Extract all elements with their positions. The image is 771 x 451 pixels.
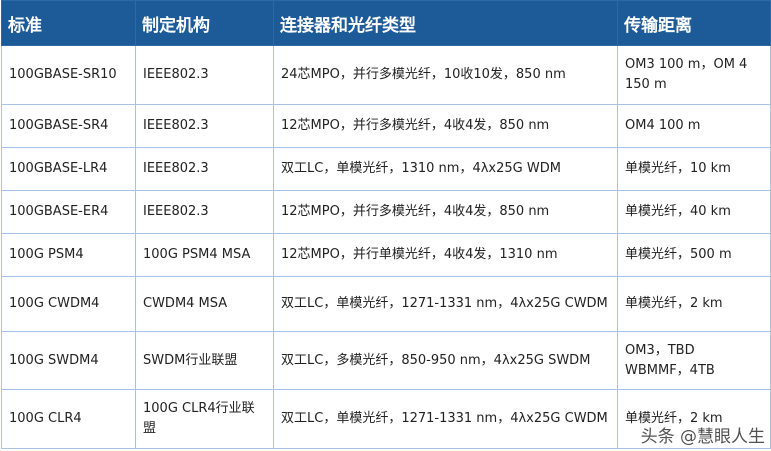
cell-distance: 单模光纤，500 m — [617, 233, 771, 277]
cell-connector-fiber: 12芯MPO，并行单模光纤，4收4发，1310 nm — [273, 233, 618, 277]
table-row: 100GBASE-LR4 IEEE802.3 双工LC，单模光纤，1310 nm，4… — [1, 147, 771, 191]
table-row: 100GBASE-ER4 IEEE802.3 12芯MPO，并行多模光纤，4收4发，… — [1, 190, 771, 234]
cell-organization: CWDM4 MSA — [135, 276, 274, 332]
cell-organization: SWDM行业联盟 — [135, 331, 274, 390]
cell-connector-fiber: 12芯MPO，并行多模光纤，4收4发，850 nm — [273, 104, 618, 148]
cell-organization: IEEE802.3 — [135, 147, 274, 191]
table-row: 100GBASE-SR4 IEEE802.3 12芯MPO，并行多模光纤，4收4发，… — [1, 104, 771, 148]
cell-standard: 100GBASE-SR4 — [1, 104, 136, 148]
header-distance: 传输距离 — [617, 0, 771, 46]
cell-connector-fiber: 双工LC，多模光纤，850-950 nm，4λx25G SWDM — [273, 331, 618, 390]
cell-organization: 100G CLR4行业联盟 — [135, 389, 274, 449]
cell-organization: IEEE802.3 — [135, 45, 274, 105]
cell-standard: 100G SWDM4 — [1, 331, 136, 390]
table-row: 100G SWDM4 SWDM行业联盟 双工LC，多模光纤，850-950 nm，4… — [1, 331, 771, 390]
table-row: 100G CWDM4 CWDM4 MSA 双工LC，单模光纤，1271-1331 n… — [1, 276, 771, 332]
table-row: 100G PSM4 100G PSM4 MSA 12芯MPO，并行单模光纤，4收4发… — [1, 233, 771, 277]
cell-organization: IEEE802.3 — [135, 104, 274, 148]
header-row: 标准 制定机构 连接器和光纤类型 传输距离 — [1, 0, 771, 46]
cell-distance: OM3，TBD WBMMF，4TB — [617, 331, 771, 390]
header-connector-fiber: 连接器和光纤类型 — [273, 0, 618, 46]
cell-organization: 100G PSM4 MSA — [135, 233, 274, 277]
cell-standard: 100GBASE-SR10 — [1, 45, 136, 105]
cell-distance: 单模光纤，2 km — [617, 389, 771, 449]
cell-connector-fiber: 双工LC，单模光纤，1271-1331 nm，4λx25G CWDM — [273, 276, 618, 332]
header-standard: 标准 — [1, 0, 136, 46]
cell-standard: 100GBASE-LR4 — [1, 147, 136, 191]
cell-standard: 100G PSM4 — [1, 233, 136, 277]
table-row: 100G CLR4 100G CLR4行业联盟 双工LC，单模光纤，1271-133… — [1, 389, 771, 449]
header-organization: 制定机构 — [135, 0, 274, 46]
cell-distance: OM3 100 m，OM 4 150 m — [617, 45, 771, 105]
table-row: 100GBASE-SR10 IEEE802.3 24芯MPO，并行多模光纤，10收1… — [1, 45, 771, 105]
cell-connector-fiber: 12芯MPO，并行多模光纤，4收4发，850 nm — [273, 190, 618, 234]
cell-standard: 100G CWDM4 — [1, 276, 136, 332]
cell-distance: 单模光纤，10 km — [617, 147, 771, 191]
cell-distance: 单模光纤，40 km — [617, 190, 771, 234]
cell-connector-fiber: 24芯MPO，并行多模光纤，10收10发，850 nm — [273, 45, 618, 105]
cell-distance: 单模光纤，2 km — [617, 276, 771, 332]
cell-standard: 100G CLR4 — [1, 389, 136, 449]
cell-organization: IEEE802.3 — [135, 190, 274, 234]
cell-connector-fiber: 双工LC，单模光纤，1271-1331 nm，4λx25G CWDM — [273, 389, 618, 449]
cell-standard: 100GBASE-ER4 — [1, 190, 136, 234]
watermark: 头条 @慧眼人生 — [640, 427, 765, 447]
cell-connector-fiber: 双工LC，单模光纤，1310 nm，4λx25G WDM — [273, 147, 618, 191]
cell-distance: OM4 100 m — [617, 104, 771, 148]
